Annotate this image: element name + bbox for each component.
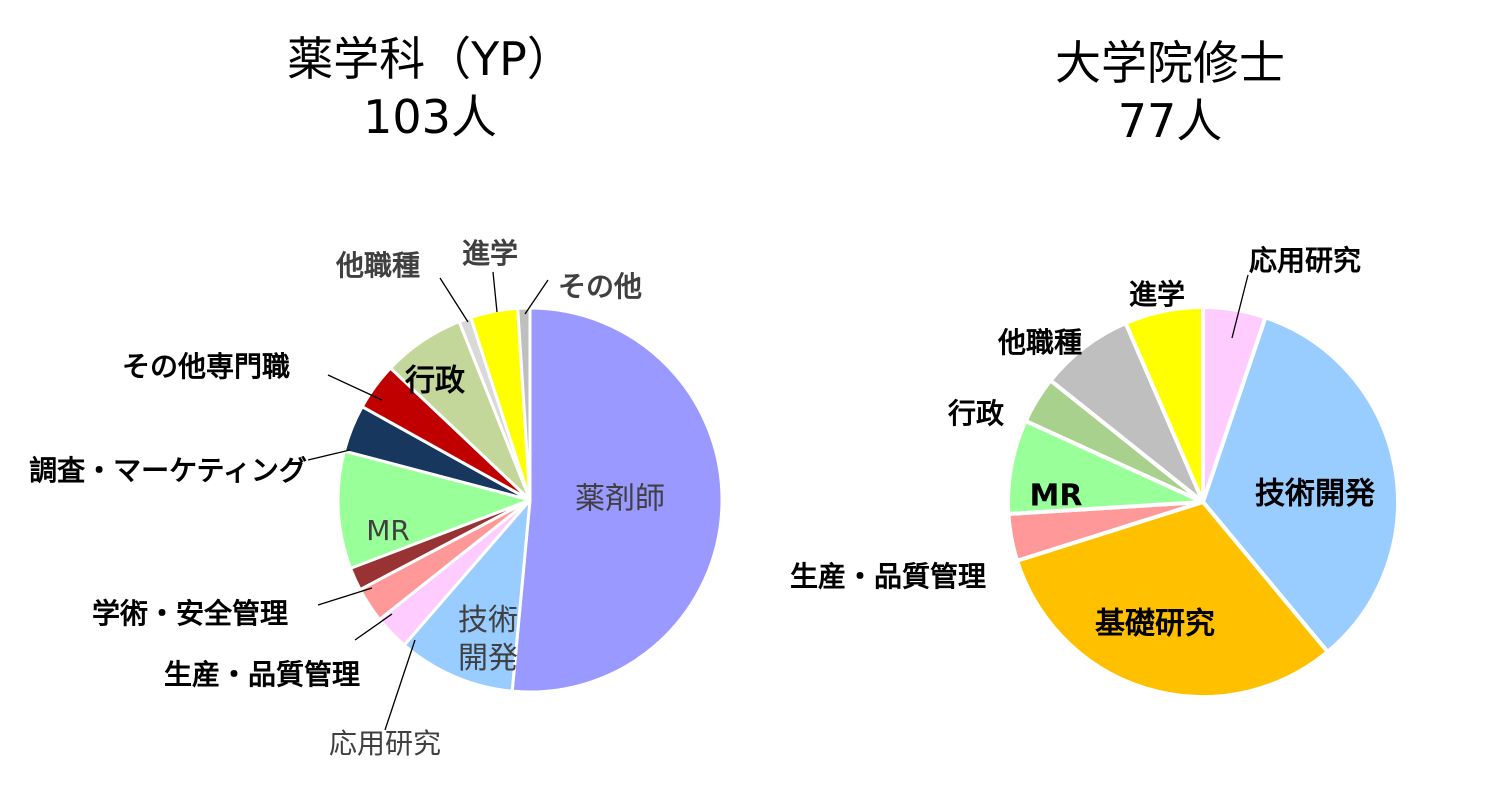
pie-pharmacy-label-7: その他専門職 — [122, 350, 290, 383]
pie-pharmacy-label-2: 応用研究 — [329, 727, 441, 760]
pie-pharmacy-leader-4 — [317, 587, 373, 606]
pie-graduate-label-3: 生産・品質管理 — [790, 560, 986, 593]
pie-pharmacy-leader-9 — [439, 277, 469, 323]
chart-title-graduate-name: 大学院修士 — [1055, 36, 1285, 90]
pie-pharmacy-leader-11 — [524, 279, 549, 315]
pie-pharmacy-label-5: MR — [366, 514, 410, 547]
pie-graduate-leader-0 — [1231, 274, 1249, 339]
pie-pharmacy-label-6: 調査・マーケティング — [29, 454, 307, 487]
pie-pharmacy-slice-0 — [510, 306, 724, 694]
pie-pharmacy-slice-1 — [402, 498, 532, 693]
pie-pharmacy-label-3: 生産・品質管理 — [164, 658, 360, 691]
pie-pharmacy-slice-5 — [336, 449, 532, 570]
pie-pharmacy-label-9: 他職種 — [335, 249, 420, 282]
pie-pharmacy-label-1: 技術開発 — [458, 603, 518, 676]
pie-pharmacy-label-4: 学術・安全管理 — [92, 597, 288, 630]
pie-pharmacy-slice-11 — [516, 306, 532, 502]
chart-title-pharmacy-name: 薬学科（YP） — [287, 32, 573, 86]
chart-title-graduate-count: 77人 — [1117, 94, 1223, 148]
pie-pharmacy-leader-7 — [327, 374, 383, 401]
pie-pharmacy-label-8: 行政 — [404, 364, 465, 399]
chart-title-pharmacy: 薬学科（YP） 103人 — [200, 30, 660, 146]
pie-pharmacy-leader-2 — [384, 639, 416, 731]
pie-pharmacy-leader-10 — [492, 271, 498, 313]
pie-graduate-label-2: 基礎研究 — [1095, 607, 1215, 642]
pie-graduate-label-1: 技術開発 — [1255, 477, 1376, 512]
pie-graduate-label-5: 行政 — [947, 397, 1004, 430]
pie-graduate-slice-2 — [1015, 500, 1330, 699]
pie-graduate-label-6: 他職種 — [997, 326, 1082, 359]
pie-pharmacy-label-0: 薬剤師 — [575, 482, 665, 517]
pie-graduate-label-7: 進学 — [1129, 278, 1185, 311]
chart-title-pharmacy-count: 103人 — [363, 90, 497, 144]
pie-pharmacy-leader-3 — [354, 613, 393, 641]
chart-title-graduate: 大学院修士 77人 — [940, 34, 1400, 150]
pie-pharmacy-label-10: 進学 — [462, 237, 518, 270]
pie-graduate-slice-1 — [1201, 315, 1400, 654]
pie-graduate-label-0: 応用研究 — [1249, 244, 1361, 277]
pie-graduate-label-4: MR — [1030, 479, 1083, 514]
pie-pharmacy-label-11: その他 — [558, 270, 642, 303]
pie-graduate-slice-7 — [1123, 305, 1205, 504]
pie-pharmacy-leader-6 — [307, 449, 351, 461]
